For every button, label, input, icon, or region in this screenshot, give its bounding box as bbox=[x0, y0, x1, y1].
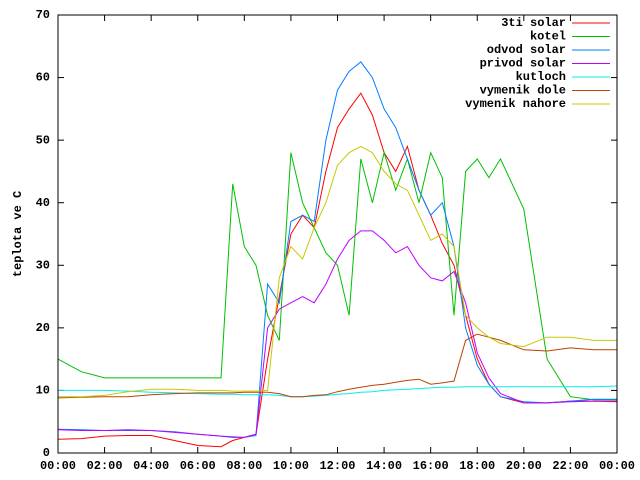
series-line bbox=[58, 385, 618, 398]
x-tick-label: 04:00 bbox=[133, 459, 169, 473]
y-tick-label: 20 bbox=[36, 321, 50, 335]
legend-label: kotel bbox=[530, 30, 566, 44]
y-tick-label: 70 bbox=[36, 8, 50, 22]
legend-label: privod solar bbox=[480, 57, 566, 71]
y-axis-label: teplota ve C bbox=[11, 191, 25, 277]
x-tick-label: 02:00 bbox=[87, 459, 123, 473]
legend-label: odvod solar bbox=[487, 43, 566, 57]
x-tick-label: 16:00 bbox=[413, 459, 449, 473]
x-tick-label: 10:00 bbox=[273, 459, 309, 473]
series-line bbox=[57, 230, 618, 438]
legend-label: vymenik nahore bbox=[465, 97, 566, 111]
x-tick-label: 18:00 bbox=[459, 459, 495, 473]
series-line bbox=[57, 150, 617, 401]
y-tick-label: 40 bbox=[36, 196, 50, 210]
x-tick-label: 08:00 bbox=[226, 459, 262, 473]
y-tick-label: 10 bbox=[36, 384, 50, 398]
x-tick-label: 22:00 bbox=[552, 459, 588, 473]
legend-label: kutloch bbox=[516, 70, 566, 84]
x-tick-label: 12:00 bbox=[319, 459, 355, 473]
y-tick-label: 50 bbox=[36, 133, 50, 147]
legend-label: 3ti solar bbox=[501, 16, 566, 30]
y-tick-label: 60 bbox=[36, 71, 50, 85]
y-tick-label: 30 bbox=[36, 258, 50, 272]
x-tick-label: 00:00 bbox=[599, 459, 635, 473]
y-tick-label: 0 bbox=[43, 446, 50, 460]
x-tick-label: 20:00 bbox=[506, 459, 542, 473]
series-line bbox=[58, 145, 617, 398]
x-tick-label: 06:00 bbox=[180, 459, 216, 473]
plot-border bbox=[57, 14, 618, 454]
x-tick-label: 14:00 bbox=[366, 459, 402, 473]
legend-label: vymenik dole bbox=[480, 84, 566, 98]
x-tick-label: 00:00 bbox=[40, 459, 76, 473]
